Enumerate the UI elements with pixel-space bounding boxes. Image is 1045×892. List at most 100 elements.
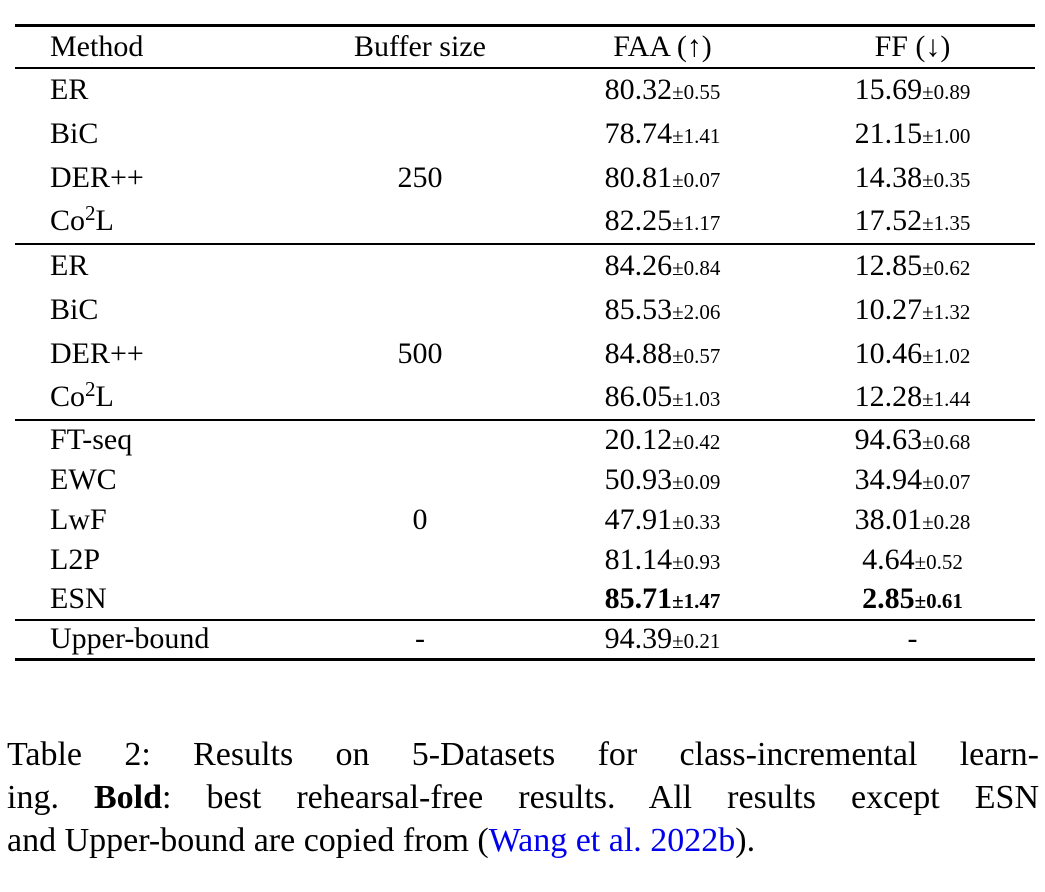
method-cell: EWC: [50, 462, 117, 496]
faa-cell: 85.71±1.47: [535, 580, 790, 620]
table-row: ER 80.32±0.55 15.69±0.89: [15, 68, 1035, 112]
ff-cell: 2.85±0.61: [790, 580, 1035, 620]
buffer-cell: [305, 288, 535, 332]
faa-stddev: ±0.42: [672, 430, 721, 454]
method-cell: DER++: [50, 160, 144, 194]
ff-cell: 15.69±0.89: [790, 68, 1035, 112]
table-row: ER 84.26±0.84 12.85±0.62: [15, 244, 1035, 288]
method-superscript: 2: [85, 201, 96, 225]
table-row-best: ESN 85.71±1.47 2.85±0.61: [15, 580, 1035, 620]
ff-stddev: ±0.61: [914, 589, 963, 613]
method-cell: ER: [50, 73, 89, 106]
ff-value: 94.63: [854, 423, 923, 456]
ff-stddev: ±0.62: [922, 256, 971, 280]
faa-stddev: ±1.47: [672, 589, 721, 613]
ff-cell: 10.46±1.02: [790, 332, 1035, 376]
buffer-0-group: FT-seq 20.12±0.42 94.63±0.68 EWC 50.93±0…: [15, 420, 1035, 620]
table-row: LwF 0 47.91±0.33 38.01±0.28: [15, 500, 1035, 540]
faa-cell: 86.05±1.03: [535, 376, 790, 420]
table-caption: Table 2: Results on 5-Datasets for class…: [7, 733, 1039, 862]
results-table: Method Buffer size FAA (↑) FF (↓) ER 80.…: [15, 24, 1035, 661]
faa-stddev: ±2.06: [672, 299, 721, 324]
table-row: DER++ 250 80.81±0.07 14.38±0.35: [15, 156, 1035, 200]
ff-value: 12.85: [854, 249, 923, 282]
ff-cell: 4.64±0.52: [790, 540, 1035, 580]
buffer-cell: [305, 540, 535, 580]
ff-cell: 10.27±1.32: [790, 288, 1035, 332]
buffer-cell: -: [415, 622, 425, 656]
ff-stddev: ±0.68: [922, 430, 971, 454]
table-row: Co2L 82.25±1.17 17.52±1.35: [15, 200, 1035, 244]
ff-value: 4.64: [862, 542, 915, 576]
ff-stddev: ±1.35: [922, 211, 971, 235]
ff-stddev: ±0.52: [914, 549, 963, 574]
method-name-suffix: L: [95, 380, 114, 413]
buffer-cell: [305, 68, 535, 112]
faa-value: 85.53: [604, 292, 673, 326]
caption-bold-keyword: Bold: [94, 779, 163, 816]
ff-value: 10.27: [854, 292, 923, 326]
faa-stddev: ±1.03: [672, 387, 721, 411]
table-row: EWC 50.93±0.09 34.94±0.07: [15, 460, 1035, 500]
faa-value: 84.26: [604, 249, 673, 282]
citation-link[interactable]: Wang et al. 2022b: [488, 822, 736, 859]
ff-stddev: ±0.89: [922, 80, 971, 104]
faa-value: 86.05: [604, 380, 673, 413]
buffer-cell: 500: [397, 336, 443, 370]
faa-cell: 47.91±0.33: [535, 500, 790, 540]
faa-stddev: ±1.41: [672, 123, 721, 148]
ff-cell: 12.28±1.44: [790, 376, 1035, 420]
ff-value: 15.69: [854, 73, 923, 106]
table-row: FT-seq 20.12±0.42 94.63±0.68: [15, 420, 1035, 460]
caption-text: Table 2: Results on 5-Datasets for class…: [7, 736, 1039, 773]
method-cell: BiC: [50, 116, 99, 150]
buffer-cell: [305, 112, 535, 156]
faa-value: 50.93: [604, 462, 673, 496]
buffer-cell: 250: [397, 160, 443, 194]
ff-cell: 34.94±0.07: [790, 460, 1035, 500]
method-cell: ER: [50, 249, 89, 282]
faa-value: 80.81: [604, 160, 673, 194]
buffer-cell: [305, 244, 535, 288]
caption-line-3: and Upper-bound are copied from (Wang et…: [7, 819, 1039, 862]
ff-value: 14.38: [854, 160, 923, 194]
faa-value: 94.39: [604, 622, 673, 656]
faa-stddev: ±0.84: [672, 256, 721, 280]
method-cell: LwF: [50, 502, 107, 536]
faa-stddev: ±0.21: [672, 629, 721, 654]
caption-line-2: ing. Bold: best rehearsal-free results. …: [7, 776, 1039, 819]
faa-value: 85.71: [604, 582, 673, 615]
buffer-cell: [305, 460, 535, 500]
buffer-250-group: ER 80.32±0.55 15.69±0.89 BiC 78.74±1.41 …: [15, 68, 1035, 244]
ff-value: 17.52: [854, 204, 923, 237]
method-superscript: 2: [85, 377, 96, 401]
ff-stddev: ±0.35: [922, 167, 971, 192]
col-header-ff: FF (↓): [874, 29, 951, 63]
buffer-cell: [305, 200, 535, 244]
ff-stddev: ±1.44: [922, 387, 971, 411]
buffer-cell: [305, 580, 535, 620]
faa-value: 80.32: [604, 73, 673, 106]
method-cell: Co2L: [15, 200, 305, 244]
method-cell: Upper-bound: [50, 622, 210, 656]
ff-stddev: ±0.28: [922, 509, 971, 534]
ff-stddev: ±1.00: [922, 123, 971, 148]
faa-stddev: ±0.07: [672, 167, 721, 192]
faa-cell: 80.32±0.55: [535, 68, 790, 112]
caption-text: and Upper-bound are copied from (: [7, 822, 489, 859]
table-row: DER++ 500 84.88±0.57 10.46±1.02: [15, 332, 1035, 376]
faa-stddev: ±0.55: [672, 80, 721, 104]
ff-value: 38.01: [854, 502, 923, 536]
method-cell: L2P: [50, 542, 101, 576]
method-name: Co: [50, 380, 86, 413]
ff-cell: 38.01±0.28: [790, 500, 1035, 540]
faa-cell: 82.25±1.17: [535, 200, 790, 244]
ff-cell: -: [790, 620, 1035, 660]
faa-cell: 94.39±0.21: [535, 620, 790, 660]
table-row: Co2L 86.05±1.03 12.28±1.44: [15, 376, 1035, 420]
faa-stddev: ±1.17: [672, 211, 721, 235]
ff-value: -: [907, 622, 918, 656]
faa-value: 81.14: [604, 542, 673, 576]
faa-stddev: ±0.57: [672, 343, 721, 368]
col-header-buffer-size: Buffer size: [354, 29, 486, 63]
